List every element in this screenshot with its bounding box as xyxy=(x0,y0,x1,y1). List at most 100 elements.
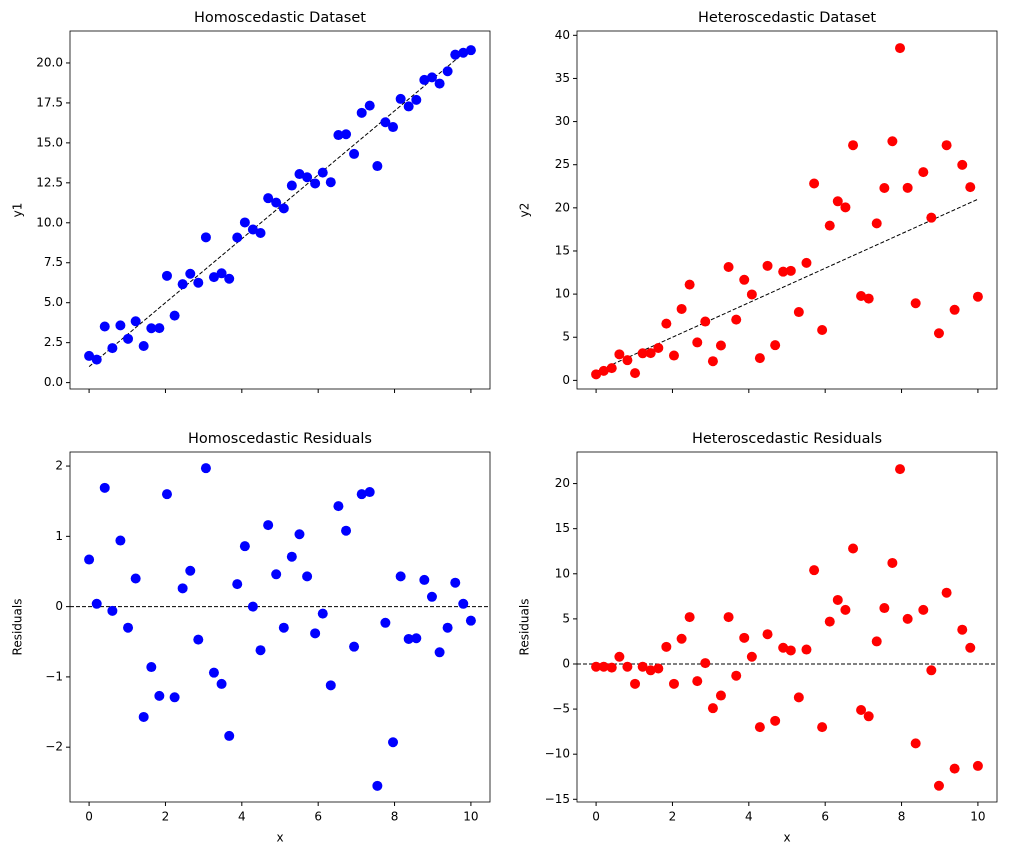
point xyxy=(793,692,804,703)
point xyxy=(668,350,679,361)
point xyxy=(286,551,297,562)
y-tick-label: −1 xyxy=(45,669,63,683)
axes-frame xyxy=(576,451,998,803)
y-axis-label: y1 xyxy=(11,203,25,218)
point xyxy=(770,340,781,351)
y-tick-label: 20.0 xyxy=(36,55,63,69)
point xyxy=(442,622,453,633)
point xyxy=(598,661,609,672)
point xyxy=(887,557,898,568)
point xyxy=(785,645,796,656)
point xyxy=(965,642,976,653)
point xyxy=(450,577,461,588)
point xyxy=(723,262,734,273)
point xyxy=(419,74,430,85)
point xyxy=(848,543,859,554)
point xyxy=(817,722,828,733)
point xyxy=(278,622,289,633)
point xyxy=(661,641,672,652)
point xyxy=(465,45,476,56)
point xyxy=(232,579,243,590)
point xyxy=(700,316,711,327)
y-tick-label: −2 xyxy=(45,740,63,754)
point xyxy=(356,489,367,500)
point xyxy=(832,196,843,207)
point xyxy=(193,634,204,645)
point xyxy=(123,333,134,344)
point xyxy=(208,667,219,678)
point xyxy=(91,598,102,609)
fit-line xyxy=(595,198,979,373)
point xyxy=(746,651,757,662)
point xyxy=(933,780,944,791)
point xyxy=(879,183,890,194)
point xyxy=(177,583,188,594)
point xyxy=(653,342,664,353)
point xyxy=(185,565,196,576)
point xyxy=(918,167,929,178)
point xyxy=(684,612,695,623)
point xyxy=(84,350,95,361)
point xyxy=(731,670,742,681)
point xyxy=(349,641,360,652)
point xyxy=(200,463,211,474)
point xyxy=(707,356,718,367)
y-tick-label: 0.0 xyxy=(44,375,63,389)
point xyxy=(668,678,679,689)
point xyxy=(684,279,695,290)
point xyxy=(910,738,921,749)
point xyxy=(99,321,110,332)
x-tick-label: 2 xyxy=(669,810,677,824)
point xyxy=(138,711,149,722)
point xyxy=(949,763,960,774)
point xyxy=(832,594,843,605)
point xyxy=(232,232,243,243)
point xyxy=(341,525,352,536)
point xyxy=(840,202,851,213)
point xyxy=(762,260,773,271)
point xyxy=(395,93,406,104)
x-tick-label: 6 xyxy=(314,810,322,824)
point xyxy=(598,365,609,376)
point xyxy=(910,298,921,309)
point xyxy=(692,676,703,687)
point xyxy=(902,613,913,624)
point xyxy=(372,780,383,791)
point xyxy=(224,730,235,741)
point xyxy=(972,760,983,771)
y-tick-label: 5 xyxy=(562,611,570,625)
point xyxy=(341,129,352,140)
point xyxy=(115,320,126,331)
point xyxy=(263,520,274,531)
point xyxy=(426,591,437,602)
point xyxy=(216,678,227,689)
point xyxy=(856,704,867,715)
point xyxy=(310,628,321,639)
point xyxy=(645,665,656,676)
point xyxy=(286,180,297,191)
point xyxy=(793,307,804,318)
y-tick-label: 10 xyxy=(555,287,570,301)
y-tick-label: 35 xyxy=(555,71,570,85)
point xyxy=(762,629,773,640)
axes-frame xyxy=(576,30,998,390)
point xyxy=(645,348,656,359)
y-tick-label: 20 xyxy=(555,200,570,214)
point xyxy=(957,624,968,635)
point xyxy=(317,167,328,178)
point xyxy=(271,569,282,580)
y-tick-label: 2.5 xyxy=(44,335,63,349)
point xyxy=(239,541,250,552)
point xyxy=(606,363,617,374)
point xyxy=(302,172,313,183)
point xyxy=(707,703,718,714)
point xyxy=(294,169,305,180)
x-tick-label: 10 xyxy=(463,810,478,824)
point xyxy=(801,257,812,268)
point xyxy=(193,277,204,288)
point xyxy=(871,636,882,647)
point xyxy=(255,228,266,239)
point xyxy=(622,661,633,672)
chart-title: Homoscedastic Dataset xyxy=(194,10,366,26)
point xyxy=(403,633,414,644)
